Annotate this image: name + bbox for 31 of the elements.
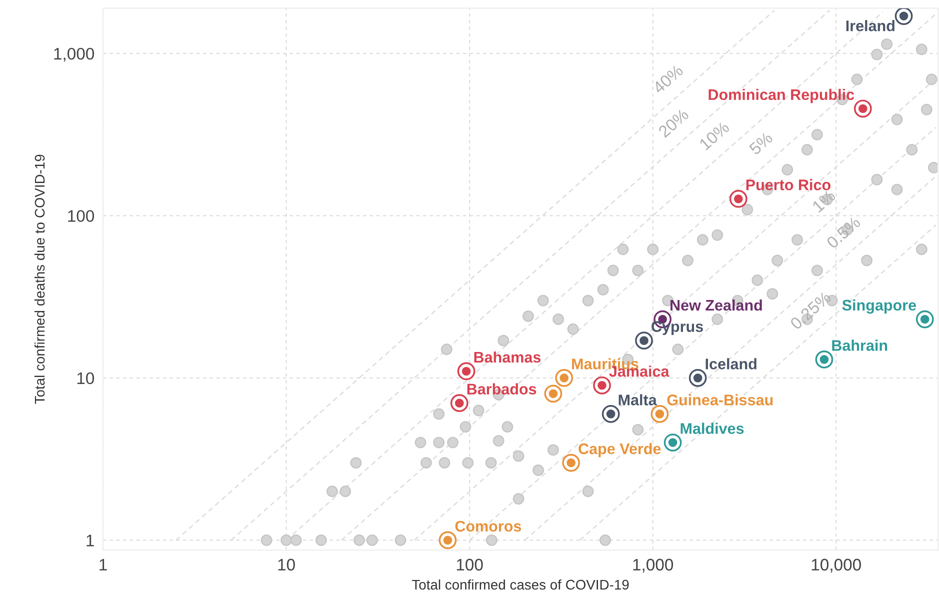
annotation: Bahamas (474, 351, 541, 363)
annotation: Malta (618, 394, 657, 406)
annotation: Puerto Rico (746, 179, 830, 190)
annotation: 1% (812, 189, 836, 213)
annotation: 10% (698, 120, 730, 151)
annotation: Guinea-Bissau (667, 394, 773, 406)
annotation: Maldives (680, 422, 744, 434)
y-tick-label: 1,000 (54, 48, 94, 62)
x-tick-label: 100 (456, 558, 483, 571)
annotation: Ireland (846, 20, 894, 32)
y-tick-label: 1 (86, 534, 94, 546)
y-tick-label: 100 (68, 210, 94, 222)
y-tick-label: 10 (77, 372, 94, 384)
annotation: Cape Verde (578, 442, 661, 458)
annotation: Cyprus (652, 321, 703, 336)
annotation: 5% (748, 131, 774, 156)
annotation: Comoros (455, 520, 522, 532)
x-tick-label: 1 (100, 558, 107, 570)
annotation: 40% (652, 64, 684, 94)
annotation: 20% (658, 108, 690, 138)
annotation: Barbados (467, 383, 536, 395)
x-axis-title: Total confirmed cases of COVID-19 (412, 579, 629, 590)
x-tick-label: 10 (278, 558, 295, 571)
x-tick-label: 1,000 (633, 558, 674, 573)
annotation: Iceland (706, 358, 756, 370)
x-tick-label: 10,000 (812, 558, 861, 573)
annotation: New Zealand (670, 299, 762, 311)
annotation: Singapore (842, 299, 916, 314)
annotation: Bahrain (832, 340, 888, 351)
y-axis-title: Total confirmed deaths due to COVID-19 (34, 154, 45, 404)
annotation: Dominican Republic (708, 88, 854, 104)
